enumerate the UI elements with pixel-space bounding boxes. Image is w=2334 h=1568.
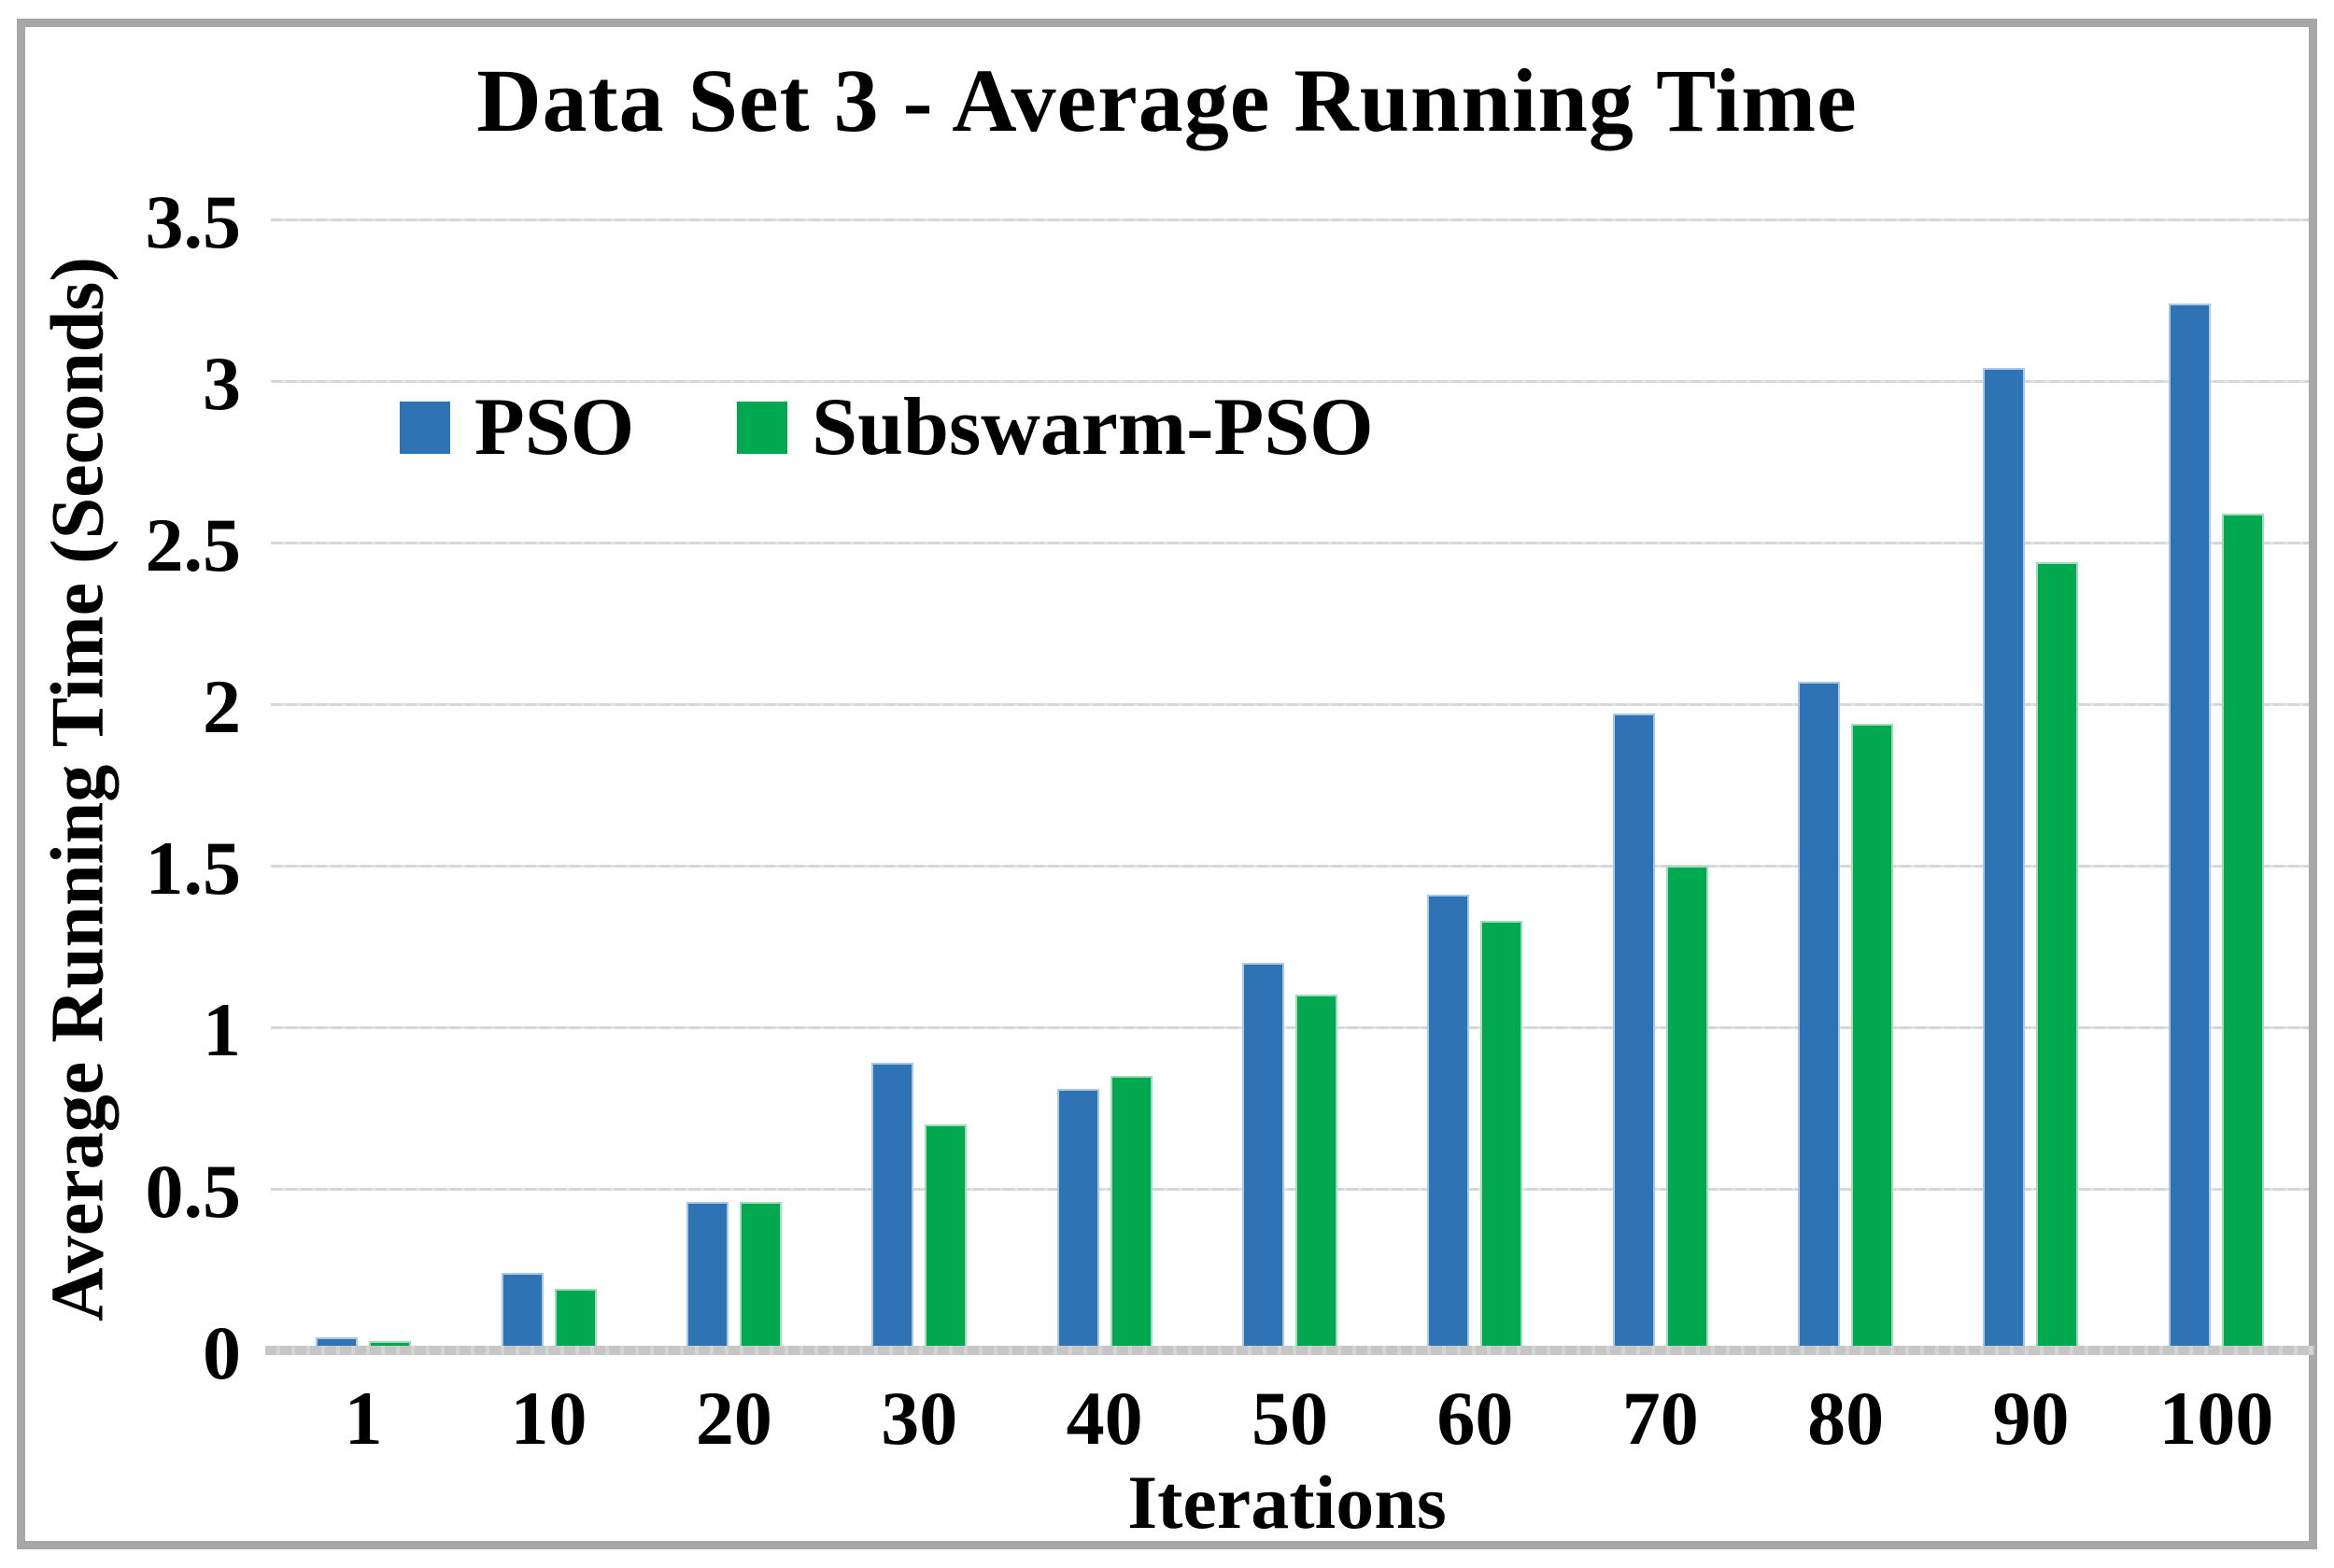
x-tick-label-70: 70: [1621, 1376, 1699, 1461]
subswarm-legend-label: Subswarm-PSO: [812, 382, 1374, 473]
x-tick-label-1: 1: [344, 1376, 383, 1461]
subswarm-bar-10: [554, 1289, 597, 1350]
pso-bar-20: [686, 1201, 728, 1350]
legend: PSO Subswarm-PSO: [400, 387, 1374, 469]
subswarm-legend-swatch-icon: [737, 402, 788, 454]
legend-item-subswarm: Subswarm-PSO: [737, 382, 1374, 473]
pso-legend-swatch-icon: [400, 402, 450, 454]
chart-title: Data Set 3 - Average Running Time: [476, 50, 1858, 150]
pso-bar-40: [1056, 1088, 1099, 1350]
plot-area: [265, 219, 2314, 1355]
subswarm-bar-50: [1295, 995, 1337, 1350]
y-tick-label-1: 1: [203, 987, 241, 1072]
subswarm-bar-90: [2036, 561, 2079, 1350]
pso-bar-80: [1798, 681, 1841, 1350]
x-tick-label-60: 60: [1436, 1376, 1514, 1461]
gridline: [271, 1188, 2309, 1191]
subswarm-bar-20: [739, 1201, 782, 1350]
gridline: [271, 703, 2309, 706]
x-tick-label-50: 50: [1252, 1376, 1328, 1461]
y-tick-label-0: 0: [203, 1310, 241, 1395]
y-tick-label-3: 3: [203, 341, 241, 426]
pso-bar-10: [501, 1272, 544, 1350]
subswarm-bar-70: [1665, 866, 1708, 1350]
x-tick-label-80: 80: [1807, 1376, 1885, 1461]
x-tick-label-20: 20: [695, 1376, 772, 1461]
pso-bar-100: [2168, 303, 2211, 1350]
y-tick-label-2.5: 2.5: [145, 502, 242, 587]
gridline: [271, 542, 2309, 544]
pso-bar-70: [1612, 713, 1655, 1350]
y-tick-label-2: 2: [203, 664, 241, 749]
pso-legend-label: PSO: [474, 382, 635, 473]
subswarm-bar-30: [925, 1123, 968, 1350]
pso-bar-30: [871, 1063, 914, 1350]
y-tick-label-1.5: 1.5: [145, 826, 242, 911]
x-axis-line: [265, 1346, 2314, 1355]
pso-bar-90: [1983, 368, 2026, 1350]
gridline: [271, 219, 2309, 221]
legend-item-pso: PSO: [400, 387, 634, 469]
pso-bar-60: [1427, 895, 1470, 1350]
x-tick-label-40: 40: [1066, 1376, 1143, 1461]
y-tick-label-0.5: 0.5: [145, 1149, 242, 1234]
gridline: [271, 380, 2309, 383]
subswarm-bar-100: [2221, 513, 2264, 1350]
pso-bar-50: [1242, 962, 1284, 1350]
x-tick-label-10: 10: [510, 1376, 587, 1461]
y-tick-label-3.5: 3.5: [145, 179, 242, 264]
subswarm-bar-1: [369, 1340, 412, 1350]
subswarm-bar-40: [1110, 1075, 1153, 1350]
x-axis-title: Iterations: [1127, 1460, 1447, 1545]
x-tick-label-90: 90: [1992, 1376, 2070, 1461]
x-tick-label-100: 100: [2158, 1376, 2274, 1461]
subswarm-bar-60: [1480, 920, 1523, 1350]
x-tick-label-30: 30: [881, 1376, 958, 1461]
gridline: [271, 865, 2309, 868]
gridline: [271, 1026, 2309, 1029]
subswarm-bar-80: [1851, 723, 1894, 1350]
